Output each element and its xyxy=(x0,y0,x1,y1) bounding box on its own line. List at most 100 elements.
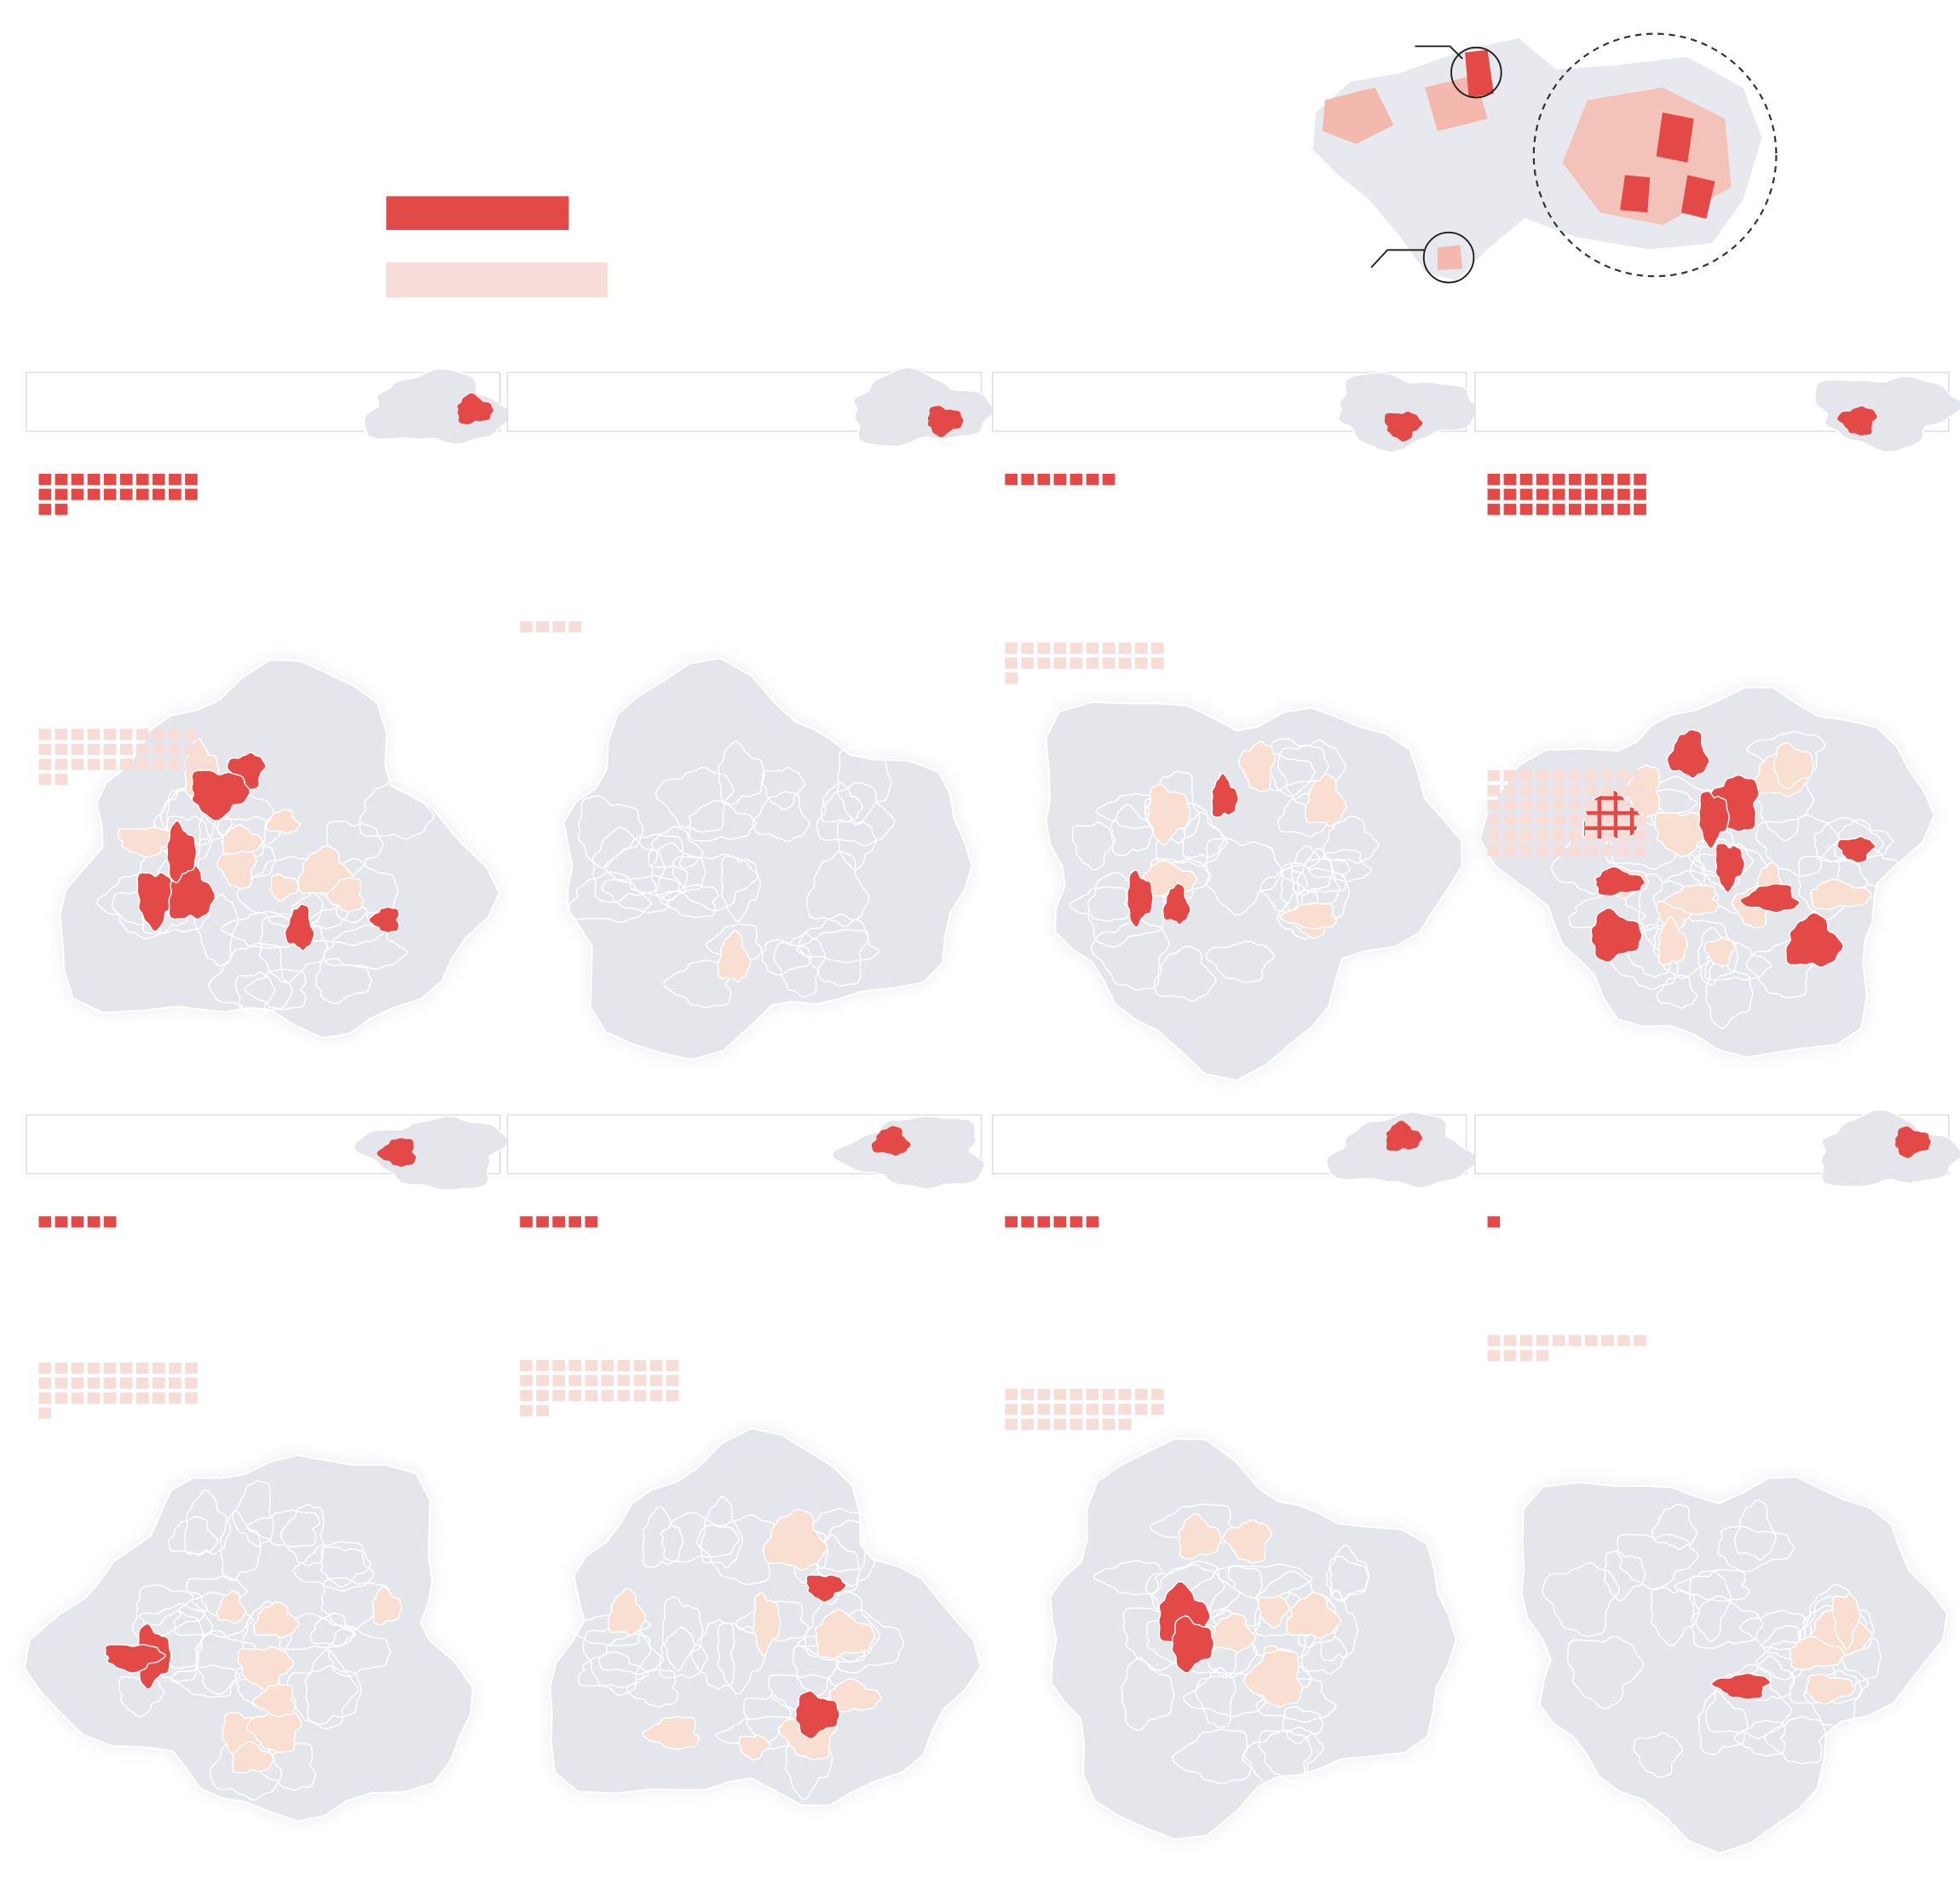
pink-unit xyxy=(1503,829,1517,842)
pink-unit xyxy=(1102,642,1115,654)
pink-unit xyxy=(633,1390,647,1402)
pink-unit xyxy=(185,758,198,770)
red-unit xyxy=(1552,473,1565,486)
municipality xyxy=(743,1695,793,1744)
municipality xyxy=(1290,845,1334,896)
pink-unit xyxy=(169,1392,182,1404)
pink-unit xyxy=(103,729,117,741)
municipality-patch xyxy=(805,1574,847,1603)
pink-unit xyxy=(1005,1404,1018,1415)
municipality xyxy=(659,1626,708,1679)
red-unit xyxy=(38,1216,52,1228)
municipality xyxy=(1279,857,1351,893)
municipality xyxy=(1836,844,1904,890)
locator-highlight xyxy=(1384,412,1423,442)
red-unit xyxy=(169,473,182,486)
municipality xyxy=(359,778,435,840)
municipality xyxy=(1698,843,1755,891)
municipality xyxy=(1090,919,1170,991)
pink-unit xyxy=(1053,1418,1067,1431)
municipality-patch xyxy=(1789,1635,1846,1670)
pink-unit xyxy=(1601,785,1614,797)
municipality-patch xyxy=(1304,773,1347,827)
locator-highlight xyxy=(1837,406,1877,436)
pink-unit xyxy=(1634,815,1646,827)
locator-map xyxy=(363,367,516,446)
municipality xyxy=(715,1715,807,1750)
pink-unit xyxy=(1634,799,1646,811)
municipality xyxy=(216,816,281,861)
municipality xyxy=(1227,1563,1313,1604)
municipality-patch xyxy=(269,873,300,902)
red-unit xyxy=(38,488,52,500)
pink-unit xyxy=(1053,657,1067,669)
province-panel xyxy=(23,1114,510,1823)
pink-unit xyxy=(1102,657,1115,669)
red-unit xyxy=(1617,473,1630,486)
pink-unit xyxy=(1568,1334,1582,1346)
pink-unit xyxy=(119,1392,133,1404)
municipality xyxy=(220,1510,262,1582)
red-unit xyxy=(71,488,84,500)
municipality-patch xyxy=(1178,1513,1223,1560)
pink-unit xyxy=(1552,829,1565,842)
municipality xyxy=(1716,1525,1796,1573)
pink-unit xyxy=(87,743,101,755)
pink-unit xyxy=(1634,845,1646,856)
municipality-patch xyxy=(237,1646,295,1691)
pink-unit xyxy=(1086,1404,1099,1415)
municipality xyxy=(660,1511,741,1563)
municipality-patch xyxy=(117,827,178,858)
pink-unit xyxy=(1536,1350,1549,1362)
municipality-patch xyxy=(284,903,315,952)
municipality xyxy=(642,1506,684,1568)
municipality xyxy=(1656,974,1698,1009)
province-panel xyxy=(991,1111,1481,1841)
red-unit xyxy=(1503,473,1517,486)
pink-unit xyxy=(1519,1350,1533,1362)
municipality xyxy=(816,1534,861,1605)
pink-unit xyxy=(568,621,582,633)
pink-unit xyxy=(1005,672,1018,684)
pink-unit xyxy=(135,729,149,741)
municipality-patch xyxy=(1171,1615,1215,1674)
pink-unit xyxy=(152,1362,165,1375)
pink-unit xyxy=(87,1362,101,1375)
pink-unit xyxy=(185,729,198,741)
pink-unit xyxy=(1536,829,1549,842)
pink-unit xyxy=(1037,657,1051,669)
red-unit xyxy=(55,473,68,486)
locator-highlight xyxy=(927,406,964,438)
pink-unit xyxy=(1487,1350,1501,1362)
pink-unit xyxy=(1102,1418,1115,1431)
pink-unit xyxy=(585,1390,598,1402)
pink-unit xyxy=(1584,829,1598,842)
municipality-patch xyxy=(1590,907,1643,963)
province-shape xyxy=(562,656,974,1061)
municipality xyxy=(761,767,806,810)
pink-unit xyxy=(135,1377,149,1389)
pink-unit xyxy=(185,743,198,755)
red-unit xyxy=(87,488,101,500)
pink-unit xyxy=(71,1377,84,1389)
pink-unit xyxy=(1118,657,1132,669)
municipality xyxy=(1205,940,1276,983)
municipality xyxy=(1071,821,1116,871)
municipality xyxy=(654,767,735,833)
red-unit xyxy=(520,1216,533,1228)
municipality-patch xyxy=(253,1601,301,1639)
municipality xyxy=(1307,849,1373,883)
red-unit xyxy=(1519,488,1533,500)
municipality xyxy=(837,747,892,826)
municipality xyxy=(651,842,706,902)
municipality xyxy=(798,913,869,987)
pink-unit xyxy=(1634,770,1646,781)
municipality-patch xyxy=(1237,741,1277,793)
pink-unit xyxy=(536,1359,549,1372)
municipality-patch xyxy=(166,820,198,884)
red-unit xyxy=(1584,504,1598,516)
red-unit xyxy=(1487,473,1501,486)
pink-unit xyxy=(38,1362,52,1375)
